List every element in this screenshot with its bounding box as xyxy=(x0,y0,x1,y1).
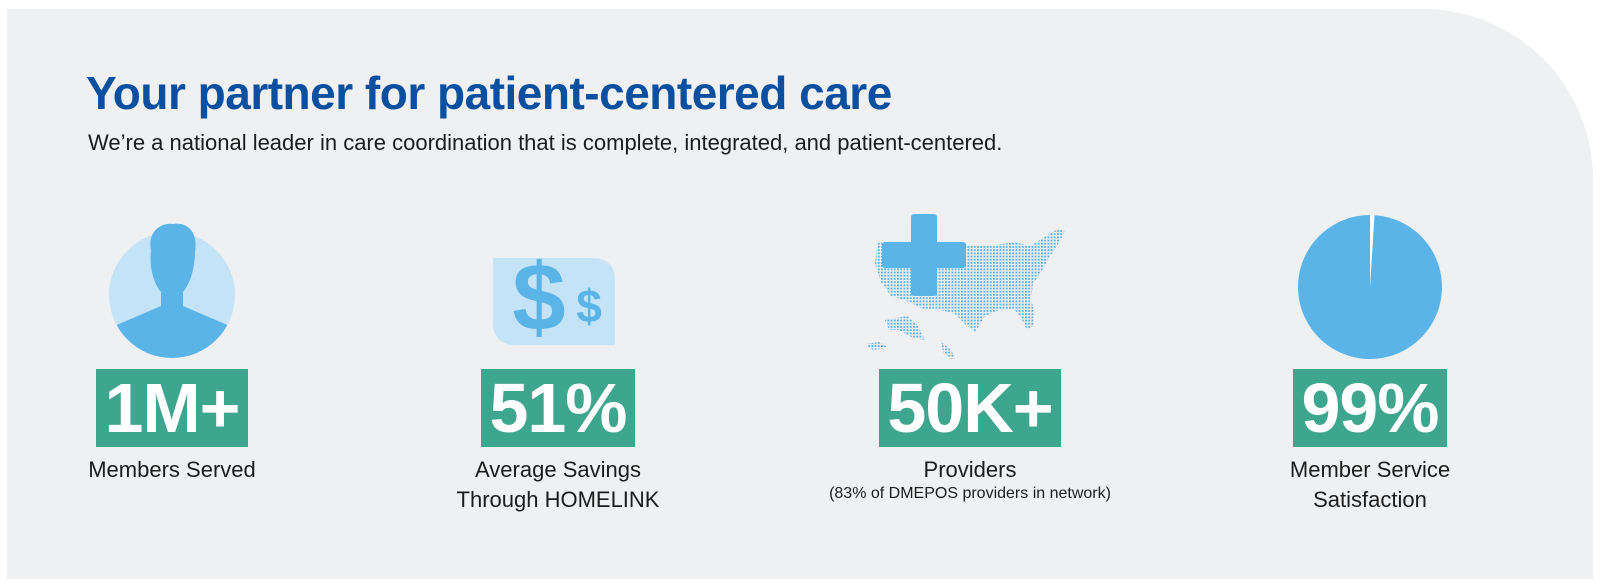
member-satisfaction-value: 99% xyxy=(1293,369,1447,447)
average-savings-value: 51% xyxy=(481,369,635,447)
average-savings-label: Average Savings Through HOMELINK xyxy=(457,455,660,515)
member-satisfaction-label-line2: Satisfaction xyxy=(1313,487,1427,512)
page-title: Your partner for patient-centered care xyxy=(86,67,892,119)
providers-note: (83% of DMEPOS providers in network) xyxy=(829,485,1111,502)
pie-chart-icon xyxy=(1190,210,1550,368)
member-satisfaction-label-line1: Member Service xyxy=(1289,457,1451,482)
average-savings-label-line1: Average Savings xyxy=(475,457,641,482)
members-served-value: 1M+ xyxy=(96,369,248,447)
providers-label: Providers xyxy=(923,457,1017,482)
us-map-medical-cross-icon xyxy=(790,210,1150,368)
stat-members-served: 1M+ Members Served xyxy=(0,210,352,485)
dollar-sign-icon: $ $ xyxy=(378,210,738,368)
member-satisfaction-label: Member Service Satisfaction xyxy=(1290,455,1450,515)
person-silhouette-icon xyxy=(0,210,352,368)
svg-text:$: $ xyxy=(512,244,565,350)
members-served-label: Members Served xyxy=(88,457,256,482)
page-subtitle: We’re a national leader in care coordina… xyxy=(88,130,1003,155)
average-savings-label-line2: Through HOMELINK xyxy=(456,487,660,512)
stat-average-savings: $ $ 51% Average Savings Through HOMELINK xyxy=(378,210,738,515)
stat-member-satisfaction: 99% Member Service Satisfaction xyxy=(1190,210,1550,515)
providers-value: 50K+ xyxy=(879,369,1061,447)
pie-fill xyxy=(1298,215,1442,359)
svg-text:$: $ xyxy=(576,280,602,332)
stat-providers: 50K+ Providers (83% of DMEPOS providers … xyxy=(790,210,1150,503)
